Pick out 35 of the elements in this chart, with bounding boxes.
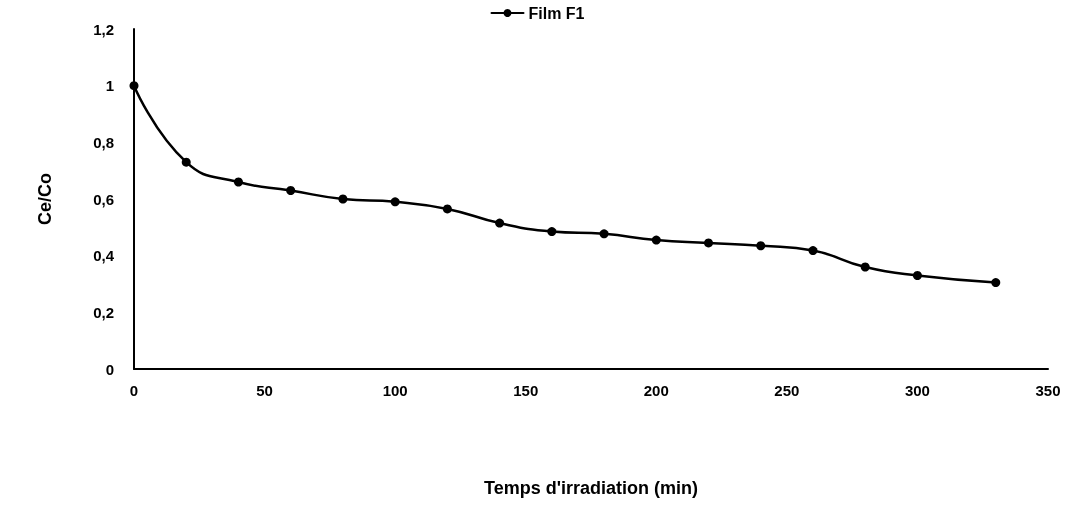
point xyxy=(495,218,505,228)
x-tick-label: 250 xyxy=(774,382,800,399)
x-tick-label: 50 xyxy=(256,382,273,399)
point xyxy=(286,186,296,195)
x-tick-label: 200 xyxy=(643,382,669,399)
y-tick-label: 1,2 xyxy=(93,20,114,38)
y-tick-label: 1 xyxy=(105,77,114,95)
x-tick-label: 100 xyxy=(382,382,408,399)
x-axis-title: Temps d'irradiation (min) xyxy=(484,478,698,498)
point xyxy=(756,241,766,251)
point xyxy=(233,177,243,187)
point xyxy=(912,271,922,280)
point xyxy=(338,194,348,204)
y-tick-label: 0,2 xyxy=(93,303,114,321)
point xyxy=(704,238,714,248)
legend-label: Film F1 xyxy=(528,4,585,22)
point xyxy=(547,227,557,237)
point xyxy=(991,278,1001,288)
x-tick-label: 350 xyxy=(1035,382,1061,399)
x-tick-label: 300 xyxy=(904,382,930,399)
point xyxy=(651,235,661,245)
x-tick-label: 0 xyxy=(129,382,139,399)
point xyxy=(599,229,609,239)
point xyxy=(181,157,191,167)
y-tick-label: 0,8 xyxy=(93,133,114,151)
point xyxy=(129,81,139,91)
point xyxy=(390,197,400,207)
y-axis-title: Ce/Co xyxy=(35,172,55,226)
point xyxy=(808,246,818,256)
point xyxy=(442,204,452,214)
point xyxy=(860,262,870,272)
x-tick-label: 150 xyxy=(513,382,539,399)
y-tick-label: 0 xyxy=(105,360,114,378)
y-tick-label: 0,4 xyxy=(93,247,115,265)
y-tick-label: 0,6 xyxy=(93,190,114,208)
